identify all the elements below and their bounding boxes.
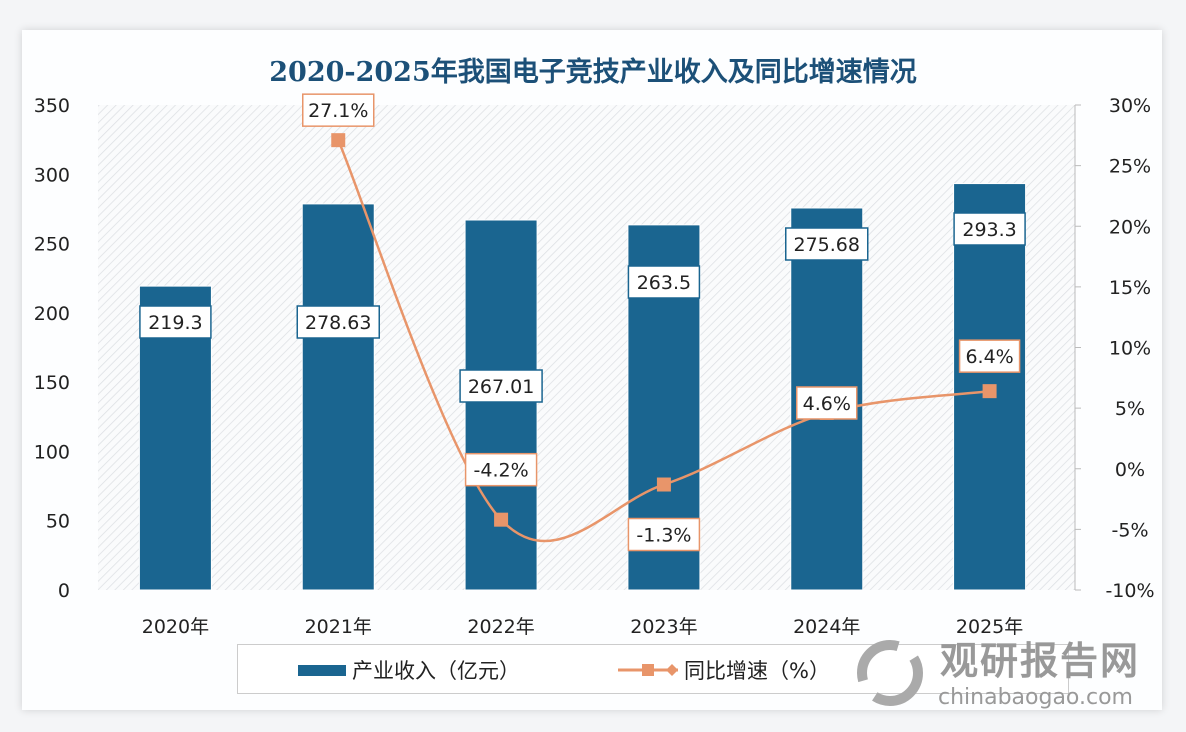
right-axis-tick: 25% bbox=[1109, 156, 1151, 178]
right-axis-tick: 0% bbox=[1115, 459, 1145, 481]
left-axis-tick: 350 bbox=[34, 95, 70, 117]
growth-data-label-box bbox=[464, 452, 538, 487]
x-axis-tick: 2021年 bbox=[305, 616, 372, 638]
growth-data-label-box bbox=[796, 386, 858, 420]
left-axis-tick: 50 bbox=[46, 511, 70, 533]
line-marker-swatch-icon bbox=[618, 664, 678, 676]
bar-data-label: 267.01 bbox=[468, 376, 534, 398]
left-axis-tick: 100 bbox=[34, 441, 70, 463]
bar-data-label-box bbox=[785, 227, 869, 261]
bar-data-label-box bbox=[627, 265, 701, 299]
growth-marker bbox=[656, 477, 671, 492]
watermark-name: 观研报告网 bbox=[940, 639, 1141, 683]
growth-data-label: 6.4% bbox=[965, 346, 1013, 368]
bar-data-label-box bbox=[953, 212, 1026, 246]
bar-data-label: 219.3 bbox=[148, 312, 202, 334]
right-axis-tick: 15% bbox=[1109, 277, 1151, 299]
legend-label-growth: 同比增速（%） bbox=[684, 659, 830, 683]
legend-item-revenue: 产业收入（亿元） bbox=[298, 655, 520, 685]
right-axis-tick: 30% bbox=[1109, 95, 1151, 117]
growth-data-label: 27.1% bbox=[308, 100, 368, 122]
bar-swatch-icon bbox=[298, 664, 346, 676]
x-axis-tick: 2023年 bbox=[630, 616, 697, 638]
bar-data-label-box bbox=[139, 305, 212, 339]
watermark-logo-icon bbox=[857, 640, 923, 706]
right-axis-tick: 10% bbox=[1109, 338, 1151, 360]
right-axis-tick: 5% bbox=[1115, 398, 1145, 420]
bar bbox=[464, 219, 538, 591]
bar bbox=[301, 203, 375, 591]
left-axis-tick: 250 bbox=[34, 234, 70, 256]
growth-marker bbox=[331, 133, 346, 148]
growth-marker bbox=[982, 384, 997, 399]
watermark: 观研报告网 chinabaogao.com bbox=[850, 630, 1140, 710]
legend-label-revenue: 产业收入（亿元） bbox=[352, 659, 520, 683]
left-axis-tick: 300 bbox=[34, 164, 70, 186]
right-axis-tick: -10% bbox=[1105, 580, 1154, 602]
bar-data-label-box bbox=[296, 305, 380, 339]
watermark-url: chinabaogao.com bbox=[938, 685, 1133, 710]
x-axis-tick: 2025年 bbox=[956, 616, 1023, 638]
growth-data-label: -4.2% bbox=[474, 460, 529, 482]
bar-data-label: 275.68 bbox=[794, 234, 860, 256]
left-axis-tick: 150 bbox=[34, 372, 70, 394]
right-axis-tick: 20% bbox=[1109, 216, 1151, 238]
growth-marker bbox=[494, 512, 509, 527]
plot-area bbox=[98, 105, 1075, 590]
bar-data-label: 293.3 bbox=[962, 219, 1016, 241]
legend: 产业收入（亿元） 同比增速（%） bbox=[237, 644, 1069, 694]
left-axis-tick: 200 bbox=[34, 303, 70, 325]
x-axis-tick: 2024年 bbox=[793, 616, 860, 638]
growth-data-label: 4.6% bbox=[803, 393, 851, 415]
x-axis-tick: 2020年 bbox=[142, 616, 209, 638]
left-axis-tick: 0 bbox=[58, 580, 70, 602]
bar-data-label-box bbox=[459, 369, 543, 403]
bar-data-label: 278.63 bbox=[305, 312, 371, 334]
growth-data-label-box bbox=[958, 339, 1021, 373]
growth-data-label-box bbox=[302, 93, 375, 127]
growth-data-label-box bbox=[627, 517, 701, 552]
bar-data-label: 263.5 bbox=[637, 272, 691, 294]
right-axis-tick: -5% bbox=[1112, 519, 1149, 541]
legend-item-growth: 同比增速（%） bbox=[618, 655, 830, 685]
growth-data-label: -1.3% bbox=[636, 525, 691, 547]
chart-title: 2020-2025年我国电子竞技产业收入及同比增速情况 bbox=[269, 57, 917, 88]
x-axis-tick: 2022年 bbox=[467, 616, 534, 638]
